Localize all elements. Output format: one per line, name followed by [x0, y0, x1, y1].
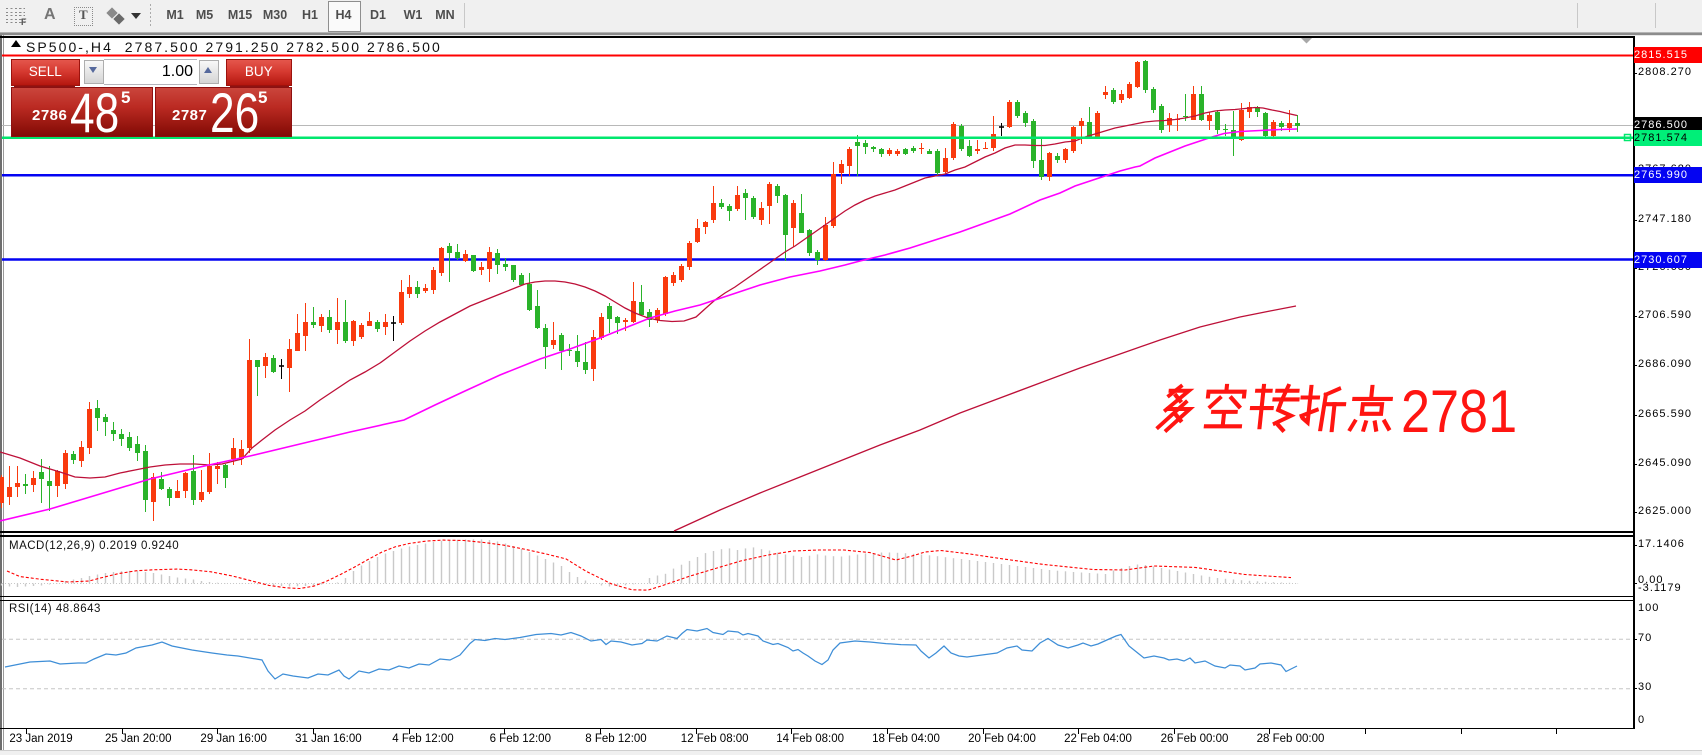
- svg-text:2781: 2781: [1401, 378, 1517, 445]
